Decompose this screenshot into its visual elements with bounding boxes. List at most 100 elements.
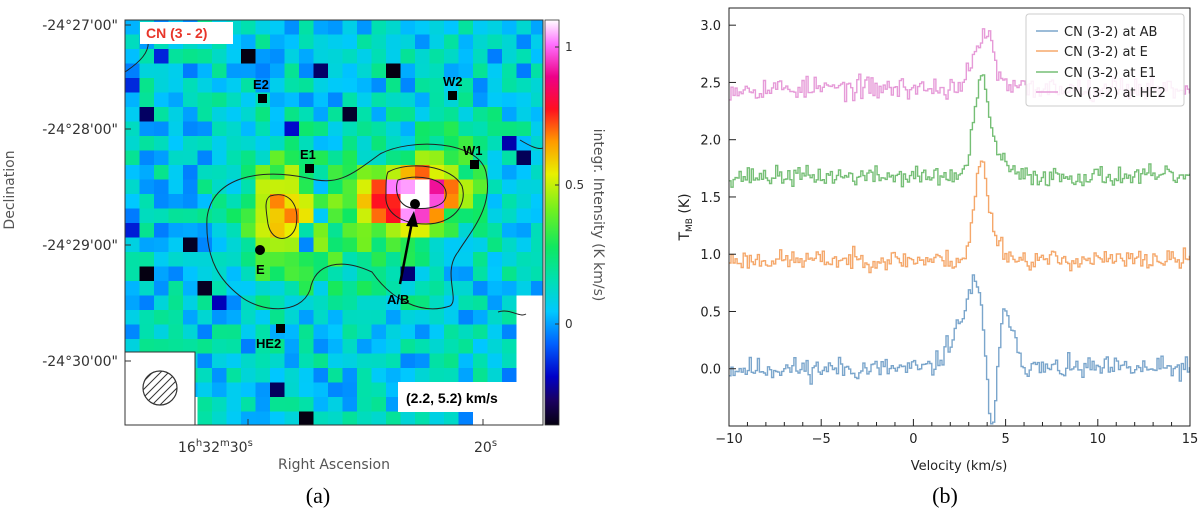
map-pixel bbox=[516, 121, 532, 137]
map-pixel bbox=[502, 78, 518, 94]
map-pixel bbox=[502, 34, 518, 50]
map-pixel bbox=[197, 237, 213, 253]
map-pixel bbox=[531, 179, 543, 195]
tmb-tick-label: 2.5 bbox=[700, 76, 721, 91]
map-pixel bbox=[487, 107, 503, 123]
map-pixel bbox=[139, 136, 155, 152]
map-pixel bbox=[342, 107, 358, 123]
map-pixel bbox=[226, 194, 242, 210]
source-label-e: E bbox=[256, 262, 265, 277]
colorbar-tick-label: 0 bbox=[565, 317, 573, 331]
ra-tick-label-2: 20s bbox=[474, 438, 497, 456]
map-pixel bbox=[502, 179, 518, 195]
map-pixel bbox=[473, 34, 489, 50]
map-pixel bbox=[183, 63, 199, 79]
map-pixel bbox=[444, 121, 460, 137]
map-pixel bbox=[270, 34, 286, 50]
map-pixel bbox=[270, 281, 286, 297]
map-pixel bbox=[400, 150, 416, 166]
map-pixel bbox=[415, 353, 431, 369]
map-pixel bbox=[415, 136, 431, 152]
map-pixel bbox=[241, 339, 257, 355]
legend-label: CN (3-2) at E bbox=[1064, 45, 1148, 60]
dec-tick-label: -24°30'00" bbox=[42, 354, 118, 370]
map-pixel bbox=[473, 63, 489, 79]
map-pixel bbox=[531, 411, 543, 425]
map-pixel bbox=[255, 353, 271, 369]
map-pixel bbox=[212, 295, 228, 311]
map-pixel bbox=[212, 368, 228, 384]
map-pixel bbox=[255, 295, 271, 311]
map-pixel bbox=[154, 310, 170, 326]
map-pixel bbox=[357, 339, 373, 355]
map-pixel bbox=[270, 78, 286, 94]
intensity-contours bbox=[125, 39, 543, 316]
map-pixel bbox=[357, 411, 373, 425]
map-pixel bbox=[342, 49, 358, 65]
map-pixel bbox=[357, 34, 373, 50]
map-pixel bbox=[197, 281, 213, 297]
map-pixel bbox=[342, 136, 358, 152]
map-pixel bbox=[241, 194, 257, 210]
map-pixel bbox=[299, 78, 315, 94]
map-pixel bbox=[255, 368, 271, 384]
map-pixel bbox=[212, 324, 228, 340]
arrowhead-ab bbox=[406, 211, 418, 227]
source-marker-w1 bbox=[470, 160, 479, 169]
map-pixel bbox=[328, 237, 344, 253]
map-pixel bbox=[473, 107, 489, 123]
map-pixel bbox=[429, 368, 445, 384]
map-pixel bbox=[299, 339, 315, 355]
source-marker-ab bbox=[410, 199, 420, 209]
map-pixel bbox=[415, 107, 431, 123]
map-pixel bbox=[444, 339, 460, 355]
map-pixel bbox=[154, 165, 170, 181]
map-pixel bbox=[284, 324, 300, 340]
map-pixel bbox=[502, 136, 518, 152]
map-pixel bbox=[516, 295, 532, 311]
spectrum-series-0 bbox=[729, 274, 1190, 425]
map-pixel bbox=[139, 179, 155, 195]
map-pixel bbox=[531, 281, 543, 297]
map-pixel bbox=[299, 49, 315, 65]
map-pixel bbox=[226, 165, 242, 181]
map-pixel bbox=[458, 194, 474, 210]
map-pixel bbox=[284, 237, 300, 253]
map-pixel bbox=[241, 150, 257, 166]
map-pixel bbox=[357, 397, 373, 413]
map-pixel bbox=[473, 252, 489, 268]
map-pixel bbox=[154, 237, 170, 253]
map-pixel bbox=[531, 382, 543, 398]
map-pixel bbox=[516, 411, 532, 425]
colorbar-ticks: 0 0.5 1 bbox=[555, 40, 584, 331]
colorbar bbox=[544, 19, 560, 426]
map-pixel bbox=[415, 92, 431, 108]
map-pixel bbox=[400, 34, 416, 50]
map-pixel bbox=[371, 339, 387, 355]
map-pixel bbox=[487, 194, 503, 210]
map-pixel bbox=[357, 324, 373, 340]
map-pixel bbox=[429, 310, 445, 326]
map-pixel bbox=[502, 281, 518, 297]
map-pixel bbox=[139, 121, 155, 137]
map-pixel bbox=[502, 92, 518, 108]
map-pixel bbox=[357, 194, 373, 210]
map-pixel bbox=[313, 136, 329, 152]
map-pixel bbox=[429, 92, 445, 108]
map-pixel bbox=[429, 353, 445, 369]
map-pixel bbox=[168, 63, 184, 79]
map-pixel bbox=[328, 324, 344, 340]
map-pixel bbox=[226, 223, 242, 239]
map-pixel bbox=[502, 237, 518, 253]
map-pixel bbox=[429, 208, 445, 224]
map-pixel bbox=[299, 20, 315, 36]
map-pixel bbox=[328, 150, 344, 166]
map-pixel bbox=[139, 252, 155, 268]
map-pixel bbox=[415, 310, 431, 326]
map-pixel bbox=[429, 63, 445, 79]
map-pixel bbox=[255, 281, 271, 297]
map-pixel bbox=[487, 368, 503, 384]
map-pixel bbox=[313, 150, 329, 166]
map-pixel bbox=[183, 179, 199, 195]
map-pixel bbox=[531, 150, 543, 166]
